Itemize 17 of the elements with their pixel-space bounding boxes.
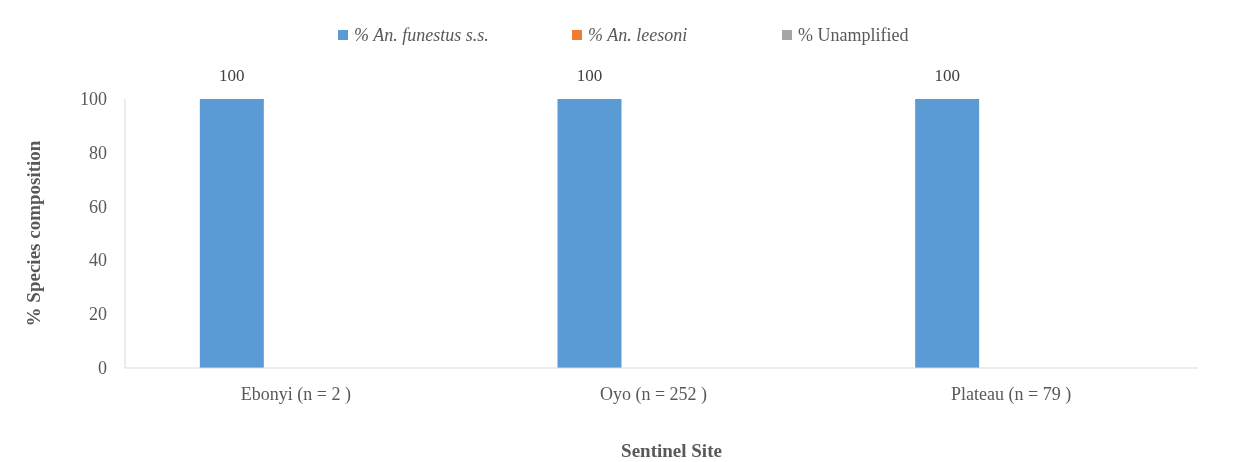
y-tick-label: 20: [89, 304, 107, 325]
y-tick-label: 80: [89, 142, 107, 163]
y-tick-label: 0: [98, 358, 107, 378]
y-axis-title: % Species composition: [23, 140, 44, 327]
x-tick-label: Plateau (n = 79 ): [951, 384, 1072, 405]
y-tick-label: 40: [89, 250, 107, 271]
legend-label: % An. leesoni: [588, 25, 688, 45]
x-tick-label: Oyo (n = 252 ): [599, 384, 708, 405]
legend-label: % An. funestus s.s.: [354, 25, 489, 45]
y-tick-label: 100: [80, 89, 107, 109]
legend-label: % Unamplified: [798, 25, 909, 45]
y-tick-label: 60: [89, 196, 107, 217]
x-axis-title: Sentinel Site: [621, 440, 722, 461]
x-tick-label: Ebonyi (n = 2 ): [240, 384, 351, 405]
data-label: 100: [219, 66, 245, 85]
data-label: 100: [576, 66, 603, 85]
data-label: 100: [934, 66, 960, 85]
